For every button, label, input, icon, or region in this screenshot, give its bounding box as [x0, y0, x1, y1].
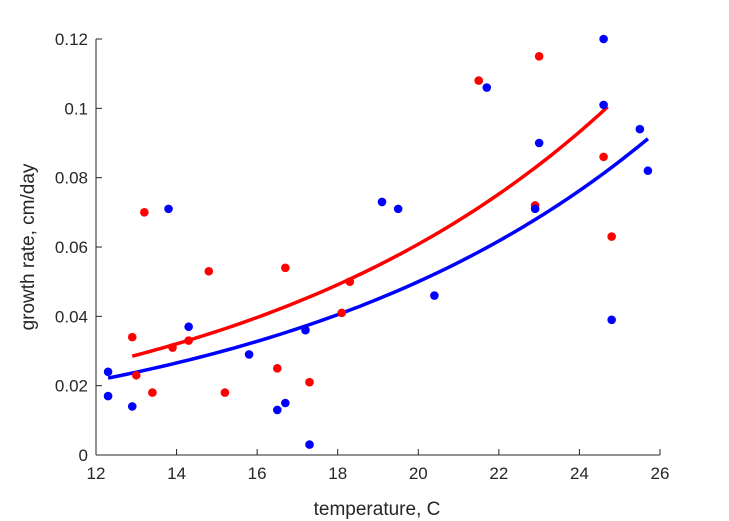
- data-point-series-1: [607, 315, 616, 325]
- y-tick-label: 0.12: [55, 30, 88, 49]
- data-point-series-0: [337, 308, 347, 318]
- data-point-series-1: [103, 367, 113, 377]
- data-point-series-1: [244, 350, 254, 359]
- data-point-series-1: [164, 204, 173, 214]
- data-point-series-1: [301, 325, 310, 335]
- x-tick-label: 22: [489, 464, 508, 483]
- x-tick-label: 12: [87, 464, 106, 483]
- data-point-series-1: [643, 166, 653, 176]
- data-point-series-0: [534, 52, 544, 61]
- data-point-series-0: [474, 76, 484, 85]
- data-point-series-1: [272, 405, 282, 415]
- data-point-series-1: [377, 197, 387, 207]
- x-tick-label: 16: [248, 464, 267, 483]
- data-point-series-0: [305, 377, 314, 387]
- y-tick-label: 0: [79, 446, 88, 465]
- data-point-series-0: [131, 370, 141, 380]
- x-axis-title: temperature, C: [314, 499, 441, 520]
- data-point-series-1: [599, 34, 608, 44]
- axes: 12 14 16 18 20 22 24 26 0 0.02 0.04 0.06 0.08 0.1 0.12: [55, 30, 670, 483]
- y-tick-label: 0.08: [55, 169, 88, 188]
- data-point-series-1: [305, 440, 314, 449]
- data-point-series-1: [530, 204, 540, 214]
- y-axis-title: growth rate, cm/day: [18, 163, 39, 330]
- fit-line-0: [131, 105, 609, 358]
- data-point-series-1: [635, 124, 645, 134]
- data-point-series-1: [393, 204, 403, 214]
- fit-line-1: [107, 137, 650, 380]
- y-tick-label: 0.02: [55, 377, 88, 396]
- data-point-series-1: [599, 100, 608, 110]
- data-point-series-1: [281, 398, 290, 408]
- data-point-series-1: [482, 83, 492, 92]
- x-tick-label: 24: [570, 464, 589, 483]
- data-point-series-1: [430, 291, 439, 300]
- data-point-series-1: [127, 402, 137, 411]
- x-tick-label: 14: [167, 464, 186, 483]
- data-point-series-0: [184, 336, 193, 345]
- data-point-series-0: [148, 388, 157, 397]
- data-point-series-1: [184, 322, 193, 332]
- x-tick-label: 18: [328, 464, 347, 483]
- data-point-series-0: [599, 152, 608, 162]
- data-point-series-0: [168, 343, 177, 352]
- x-tick-label: 26: [651, 464, 670, 483]
- data-point-series-1: [103, 391, 113, 401]
- data-point-series-0: [345, 277, 355, 286]
- x-tick-label: 20: [409, 464, 428, 483]
- data-point-series-1: [534, 138, 544, 148]
- data-point-series-0: [140, 208, 149, 217]
- data-point-series-0: [272, 364, 282, 373]
- data-point-series-0: [220, 388, 230, 397]
- data-point-series-0: [607, 232, 616, 241]
- data-point-series-0: [127, 332, 137, 342]
- plot-area: [103, 34, 653, 449]
- data-point-series-0: [204, 266, 214, 276]
- data-point-series-0: [281, 263, 290, 273]
- y-tick-label: 0.1: [64, 99, 88, 118]
- y-tick-label: 0.04: [55, 307, 88, 326]
- y-tick-label: 0.06: [55, 238, 88, 257]
